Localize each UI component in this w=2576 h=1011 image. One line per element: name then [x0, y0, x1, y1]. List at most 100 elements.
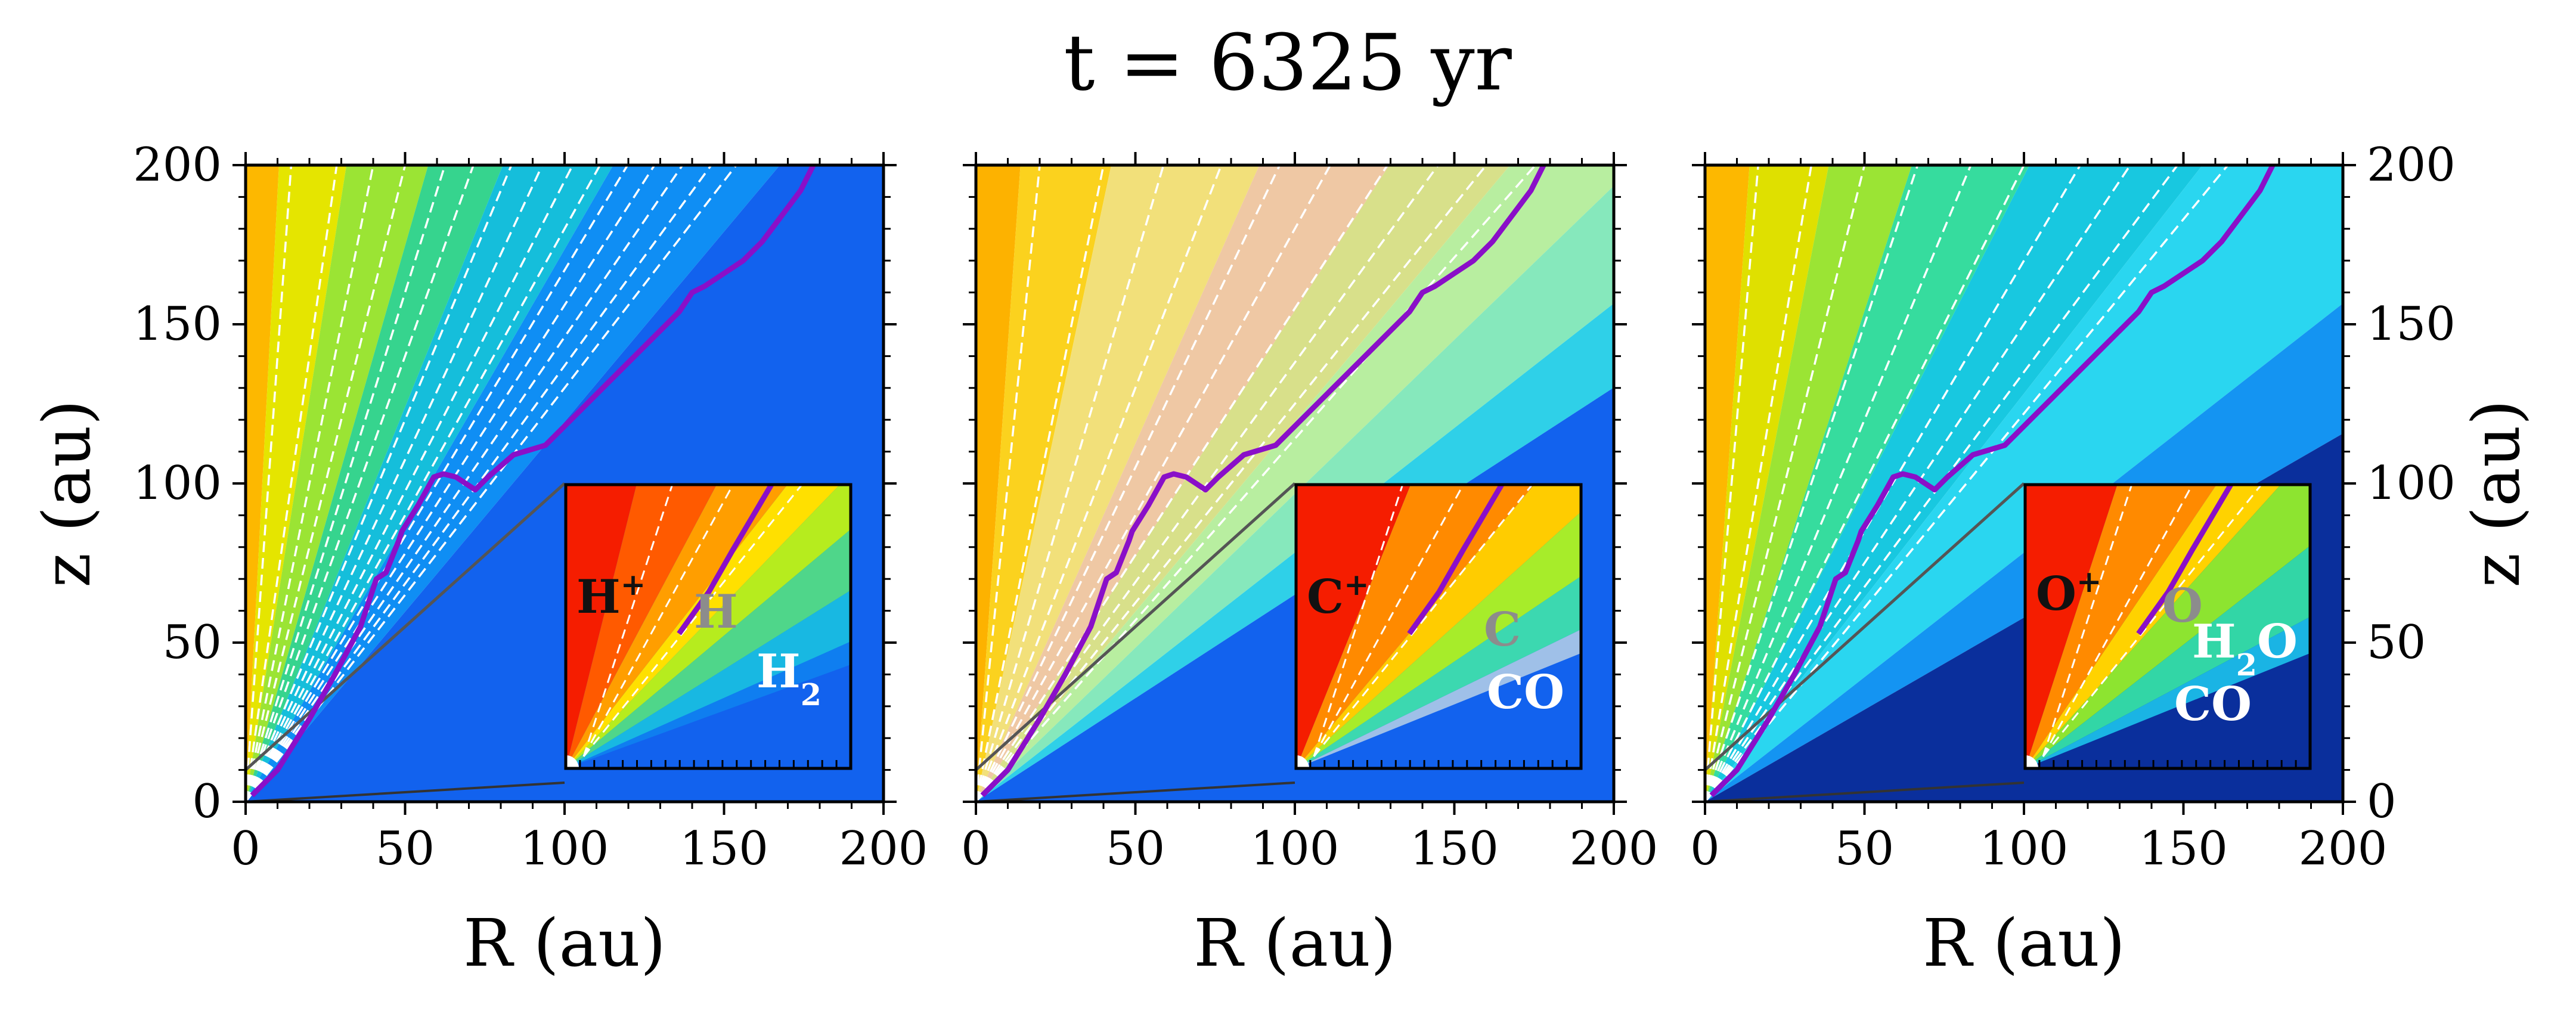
disk-surface-oxygen: [1705, 482, 2025, 771]
inset-star-hydrogen: [566, 755, 579, 768]
inset-streamline-carbon-1: [1313, 485, 1464, 757]
ytick-label-right-1: 50: [2367, 616, 2426, 669]
inset-region-oxygen-0: [2025, 485, 2118, 768]
streamline-hydrogen-4: [246, 165, 447, 802]
x-axis-label-hydrogen: R (au): [463, 905, 666, 981]
inset-streamline-oxygen-2: [2042, 485, 2262, 757]
streamline-oxygen-2: [1705, 165, 1866, 802]
streamline-oxygen-4: [1705, 165, 1972, 802]
streamline-oxygen-7: [1705, 165, 2131, 802]
inset-region-oxygen-2: [2025, 485, 2281, 768]
region-hydrogen-2: [246, 165, 429, 802]
streamline-hydrogen-11: [246, 165, 656, 802]
region-carbon-0: [976, 165, 1021, 802]
inset-front-carbon: [1407, 485, 1504, 635]
x-axis-label-carbon: R (au): [1194, 905, 1396, 981]
xtick-label-carbon-2: 100: [1251, 822, 1340, 876]
streamline-hydrogen-1: [246, 165, 338, 802]
xtick-label-hydrogen-4: 200: [839, 822, 928, 876]
streamline-carbon-1: [976, 165, 1105, 802]
streamline-carbon-4: [976, 165, 1281, 802]
ionization-front-carbon: [980, 165, 1546, 798]
inset-region-carbon-6: [1296, 653, 1581, 768]
inset-label-oxygen-0: O+: [2036, 563, 2101, 621]
disk-surface-hydrogen: [246, 482, 566, 771]
xtick-label-hydrogen-3: 150: [680, 822, 768, 876]
ytick-label-hydrogen-0: 0: [192, 775, 222, 829]
inset-streamline-hydrogen-0: [582, 485, 674, 757]
region-carbon-1: [976, 165, 1112, 802]
streamline-carbon-6: [976, 165, 1388, 802]
ytick-label-right-0: 0: [2367, 775, 2397, 829]
streamline-carbon-7: [976, 165, 1439, 802]
ytick-label-hydrogen-3: 150: [133, 297, 222, 351]
inset-label-oxygen-1: O: [2162, 579, 2203, 633]
streamline-oxygen-8: [1705, 165, 2178, 802]
streamline-carbon-9: [976, 165, 1536, 802]
inset-body-carbon: [1296, 485, 1581, 768]
ytick-label-hydrogen-1: 50: [163, 616, 222, 669]
streamline-hydrogen-7: [246, 165, 544, 802]
streamline-carbon-8: [976, 165, 1487, 802]
streamline-hydrogen-2: [246, 165, 374, 802]
inset-region-hydrogen-0: [566, 485, 637, 768]
inset-streamline-carbon-2: [1313, 485, 1533, 757]
inset-carbon: C+ C CO: [1294, 483, 1583, 770]
inset-region-hydrogen-6: [566, 590, 851, 768]
inset-hydrogen: H+ H H2: [564, 483, 853, 770]
xtick-label-oxygen-0: 0: [1690, 822, 1720, 876]
y-axis-label-right: z (au): [2458, 399, 2534, 587]
streamline-oxygen-0: [1705, 165, 1759, 802]
xtick-label-carbon-3: 150: [1410, 822, 1499, 876]
inset-star-carbon: [1296, 755, 1309, 768]
ionization-front-oxygen: [1709, 165, 2276, 798]
x-axis-label-oxygen: R (au): [1923, 905, 2125, 981]
streamline-hydrogen-10: [246, 165, 629, 802]
ytick-label-hydrogen-2: 100: [133, 457, 222, 510]
streamline-oxygen-9: [1705, 165, 2229, 802]
ytick-label-right-3: 150: [2367, 297, 2456, 351]
streamline-hydrogen-0: [246, 165, 293, 802]
region-oxygen-0: [1705, 165, 1750, 802]
xtick-label-hydrogen-0: 0: [231, 822, 261, 876]
ionization-front-hydrogen: [250, 165, 816, 798]
ytick-label-right-2: 100: [2367, 457, 2456, 510]
inset-streamline-hydrogen-2: [582, 485, 803, 757]
xtick-label-carbon-0: 0: [961, 822, 991, 876]
streamline-oxygen-5: [1705, 165, 2025, 802]
streamline-carbon-2: [976, 165, 1165, 802]
inset-label-oxygen-2: H2O: [2192, 615, 2298, 683]
inset-front-hydrogen: [677, 485, 774, 635]
region-hydrogen-3: [246, 165, 503, 802]
inset-label-carbon-0: C+: [1307, 566, 1369, 624]
inset-region-hydrogen-8: [566, 665, 851, 768]
midplane-hydrogen: [246, 781, 565, 802]
ytick-label-right-4: 200: [2367, 138, 2456, 192]
region-oxygen-2: [1705, 165, 1912, 802]
inset-streamline-oxygen-0: [2042, 485, 2133, 757]
inset-streamline-carbon-0: [1313, 485, 1404, 757]
inset-region-oxygen-1: [2025, 485, 2217, 768]
inset-streamline-oxygen-1: [2042, 485, 2193, 757]
inset-region-oxygen-6: [2025, 653, 2310, 768]
ytick-label-hydrogen-4: 200: [133, 138, 222, 192]
streamline-oxygen-3: [1705, 165, 1919, 802]
inset-body-oxygen: [2025, 485, 2310, 768]
panel-hydrogen: H+ H H2 0 50 100 150 200 0 50 100 150 200 R (au): [133, 138, 928, 981]
xtick-label-oxygen-1: 50: [1835, 822, 1894, 876]
streamline-carbon-3: [976, 165, 1223, 802]
xtick-label-carbon-1: 50: [1106, 822, 1165, 876]
disk-surface-carbon: [976, 482, 1296, 771]
inset-region-carbon-2: [1296, 485, 1581, 768]
midplane-oxygen: [1705, 781, 2025, 802]
streamline-hydrogen-8: [246, 165, 574, 802]
inset-region-hydrogen-4: [566, 485, 851, 768]
inset-region-oxygen-5: [2025, 616, 2310, 768]
xtick-label-oxygen-4: 200: [2299, 822, 2388, 876]
streamline-carbon-0: [976, 165, 1041, 802]
inset-body-hydrogen: [566, 485, 851, 768]
chart-title: t = 6325 yr: [1064, 17, 1512, 108]
inset-label-carbon-1: C: [1484, 603, 1521, 657]
